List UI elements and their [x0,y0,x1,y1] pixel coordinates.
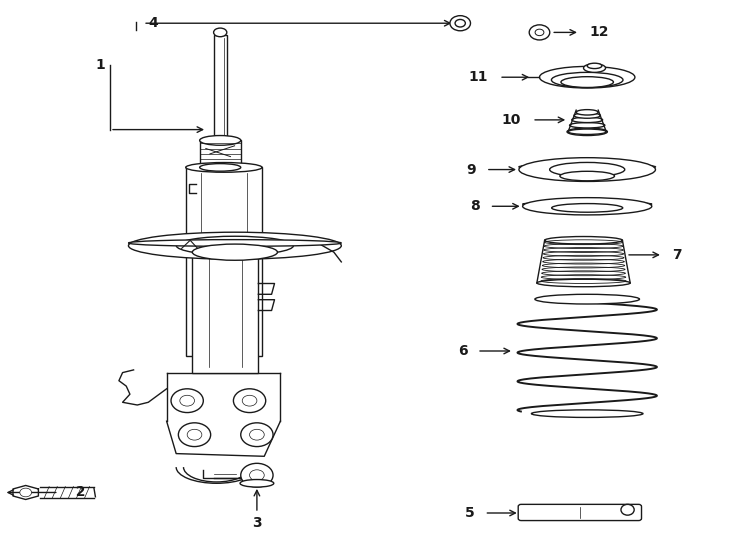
Ellipse shape [584,64,606,72]
FancyBboxPatch shape [186,167,262,356]
Ellipse shape [550,163,625,177]
FancyBboxPatch shape [200,140,241,167]
Ellipse shape [214,28,227,37]
Circle shape [250,470,264,481]
Text: 2: 2 [66,485,86,500]
Ellipse shape [240,480,274,487]
Text: 9: 9 [467,163,476,177]
FancyBboxPatch shape [192,248,258,373]
Circle shape [178,423,211,447]
Text: 1: 1 [95,58,106,72]
Ellipse shape [561,77,614,87]
Text: 4: 4 [148,16,158,30]
Ellipse shape [539,66,635,88]
Circle shape [250,429,264,440]
Circle shape [529,25,550,40]
Circle shape [241,423,273,447]
Circle shape [180,395,195,406]
Ellipse shape [552,204,622,212]
Ellipse shape [523,198,652,215]
Ellipse shape [186,163,262,172]
Ellipse shape [568,129,606,134]
Circle shape [242,395,257,406]
Circle shape [241,463,273,487]
Text: 12: 12 [589,25,609,39]
Text: 3: 3 [252,516,262,530]
Ellipse shape [176,237,294,255]
Text: 5: 5 [465,506,475,520]
Ellipse shape [523,202,652,206]
Ellipse shape [545,237,622,244]
Ellipse shape [574,113,600,118]
Ellipse shape [587,63,602,69]
Ellipse shape [537,279,631,287]
Ellipse shape [128,240,341,246]
Circle shape [20,488,32,497]
Ellipse shape [621,504,634,515]
Circle shape [187,429,202,440]
FancyBboxPatch shape [214,35,227,140]
Text: 11: 11 [468,70,488,84]
Ellipse shape [128,232,341,259]
Ellipse shape [535,294,639,304]
Circle shape [233,389,266,413]
Text: 10: 10 [502,113,521,127]
Ellipse shape [551,72,623,87]
Ellipse shape [200,136,241,145]
Circle shape [450,16,470,31]
Ellipse shape [531,410,643,417]
Ellipse shape [519,164,655,170]
Text: 8: 8 [470,199,480,213]
Ellipse shape [576,110,598,115]
Ellipse shape [572,117,603,123]
Circle shape [455,19,465,27]
Ellipse shape [567,128,608,136]
FancyBboxPatch shape [518,504,642,521]
Ellipse shape [200,164,241,171]
Circle shape [535,29,544,36]
Ellipse shape [560,171,614,181]
Ellipse shape [519,158,655,181]
Circle shape [171,389,203,413]
Ellipse shape [570,123,605,128]
Text: 6: 6 [458,344,468,358]
Text: 7: 7 [672,248,682,262]
Ellipse shape [192,244,277,260]
